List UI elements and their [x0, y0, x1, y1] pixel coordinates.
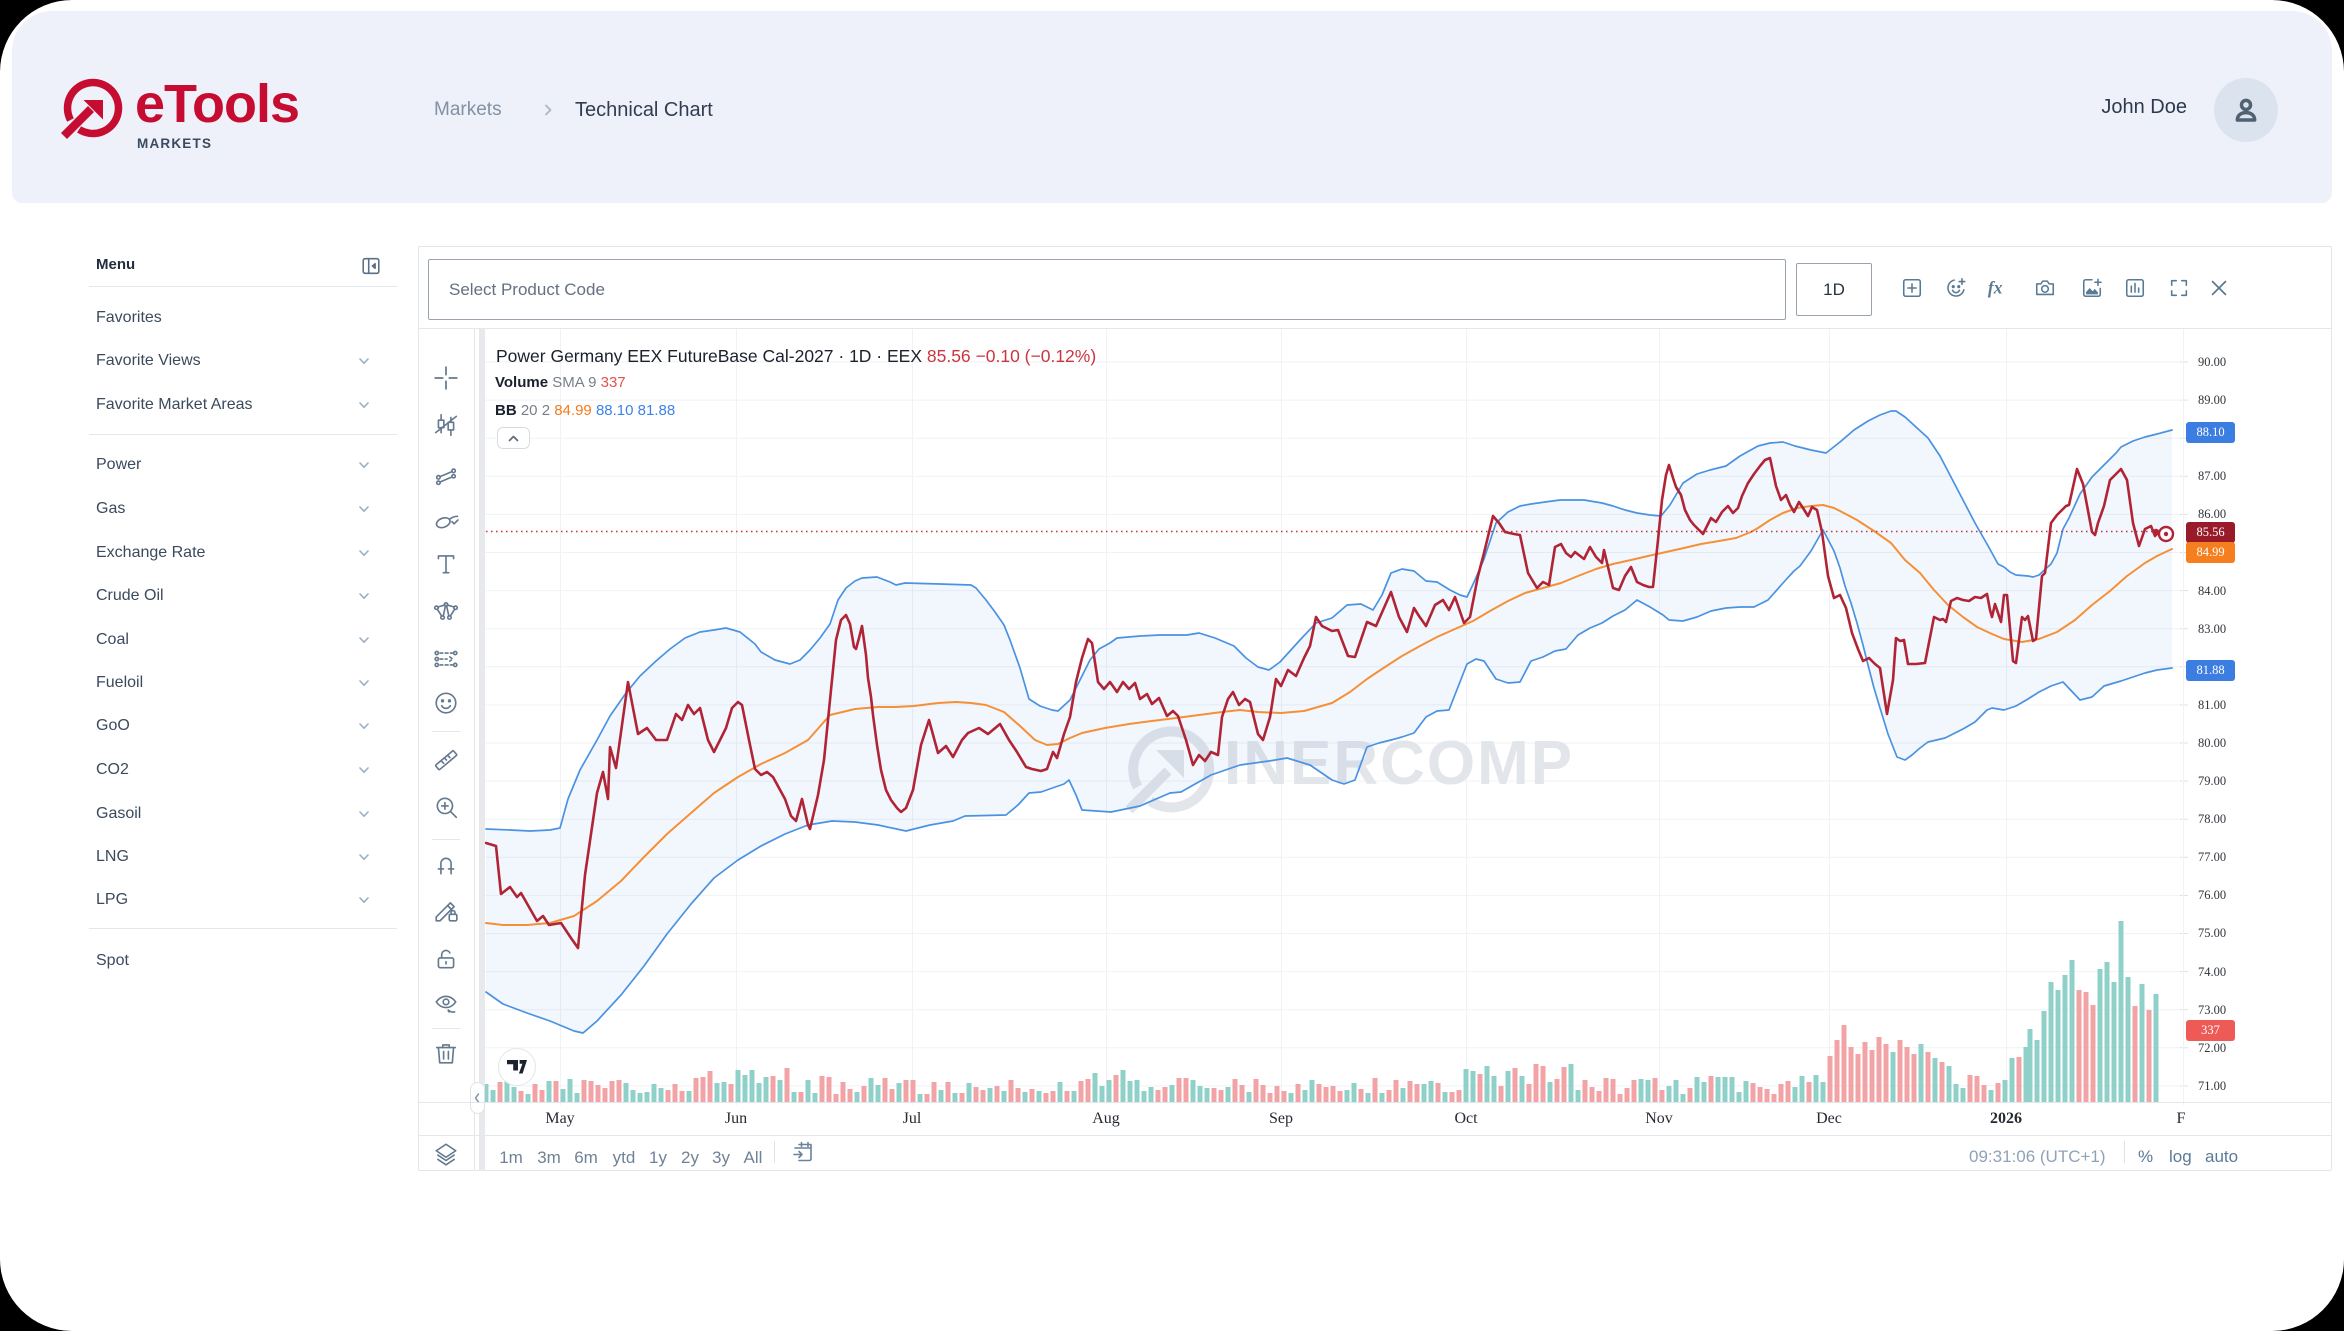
svg-text:fx: fx	[1988, 278, 2003, 298]
svg-text:INERCOMP: INERCOMP	[1224, 729, 1574, 798]
